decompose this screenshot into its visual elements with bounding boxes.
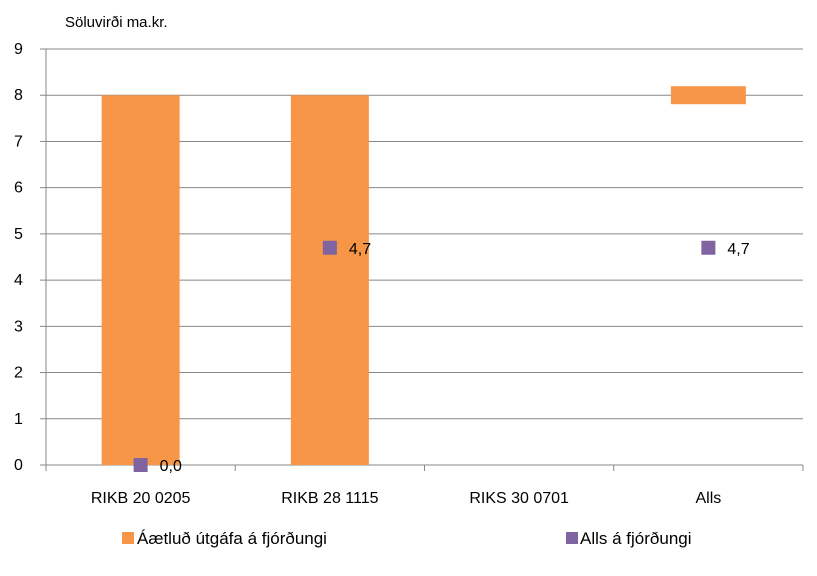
y-tick-label: 1 [14,411,23,428]
data-label: 4,7 [727,241,749,258]
point-series: 0,0 4,7 4,7 [133,240,750,475]
bar [101,95,180,465]
legend: Áætluð útgáfa á fjórðungi Alls á fjórðung… [122,529,692,548]
legend-swatch-bar [122,532,134,544]
data-point [322,240,337,255]
y-axis-ticks: 0 1 2 3 4 5 6 7 8 9 [14,41,47,474]
x-tick-label: Alls [695,490,721,507]
y-tick-label: 9 [14,41,23,58]
bar-series [101,86,746,465]
y-tick-label: 8 [14,87,23,104]
data-label: 4,7 [349,241,371,258]
x-tick-label: RIKS 30 0701 [469,490,569,507]
y-tick-label: 5 [14,226,23,243]
data-point [133,458,148,472]
bar-marker [670,86,746,105]
legend-label: Alls á fjórðungi [580,529,692,548]
x-tick-label: RIKB 28 1115 [281,490,378,507]
y-tick-label: 0 [14,457,23,474]
y-tick-label: 6 [14,180,23,197]
legend-swatch-point [566,532,578,544]
data-point [701,240,716,255]
data-label: 0,0 [160,458,182,475]
y-tick-label: 7 [14,133,23,150]
y-tick-label: 3 [14,318,23,335]
y-axis-label: Söluvirði ma.kr. [65,14,168,31]
bar [290,95,369,465]
y-tick-label: 4 [14,272,23,289]
y-tick-label: 2 [14,365,23,382]
x-tick-label: RIKB 20 0205 [91,490,191,507]
legend-label: Áætluð útgáfa á fjórðungi [137,529,327,548]
